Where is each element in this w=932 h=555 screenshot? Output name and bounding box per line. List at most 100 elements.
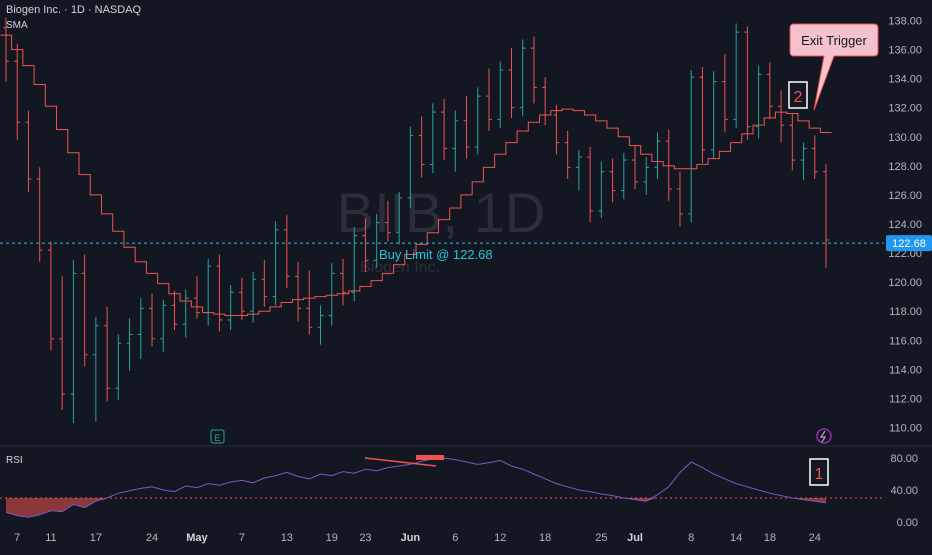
candle xyxy=(384,200,391,242)
rsi-axis[interactable]: 80.00 40.00 0.00 xyxy=(890,453,918,529)
candle xyxy=(553,104,560,155)
price-axis[interactable]: 138.00 136.00 134.00 132.00 130.00 128.00 126.… xyxy=(888,16,922,435)
watermark-subtitle: Biogen Inc. xyxy=(360,259,440,276)
candle xyxy=(497,61,504,129)
candle xyxy=(587,146,594,223)
candle xyxy=(216,254,223,332)
exit-trigger-label: Exit Trigger xyxy=(801,33,867,48)
sma-line xyxy=(0,34,832,317)
candle xyxy=(665,129,672,201)
symbol-header[interactable]: Biogen Inc. · 1D · NASDAQ xyxy=(6,4,142,16)
time-tick-label: 14 xyxy=(730,532,742,544)
candle xyxy=(59,276,66,411)
price-tick-label: 138.00 xyxy=(888,16,922,28)
candle xyxy=(104,306,111,402)
candle xyxy=(508,48,515,118)
candle xyxy=(182,289,189,338)
buy-limit-label: Buy Limit @ 122.68 xyxy=(379,247,493,262)
price-tick-label: 132.00 xyxy=(888,103,922,115)
time-tick-label: 7 xyxy=(239,532,245,544)
time-tick-label: 24 xyxy=(146,532,158,544)
candle xyxy=(744,26,751,140)
candle xyxy=(339,258,346,306)
time-tick-label: 11 xyxy=(45,532,56,544)
candle xyxy=(643,157,650,195)
candle xyxy=(519,39,526,117)
marker-2: 2 xyxy=(788,81,808,109)
candle xyxy=(407,126,414,209)
price-tick-label: 124.00 xyxy=(888,219,922,231)
time-tick-label: 6 xyxy=(452,532,458,544)
watermark-title: BIIB, 1D xyxy=(337,181,546,244)
candle xyxy=(295,261,302,322)
candle xyxy=(193,276,200,319)
candle xyxy=(811,135,818,179)
candle xyxy=(676,171,683,227)
candle xyxy=(542,77,549,126)
candle xyxy=(396,192,403,245)
time-tick-label: 13 xyxy=(281,532,293,544)
time-tick-label: 23 xyxy=(359,532,371,544)
candle xyxy=(486,68,493,131)
candle xyxy=(721,53,728,133)
candle xyxy=(272,221,279,306)
candle xyxy=(429,103,436,174)
candle xyxy=(654,132,661,179)
earnings-badge[interactable]: E xyxy=(210,429,225,444)
candle xyxy=(620,152,627,200)
price-tick-label: 120.00 xyxy=(888,277,922,289)
candle xyxy=(261,260,268,307)
candle xyxy=(609,158,616,203)
candle xyxy=(699,67,706,163)
exit-trigger-callout[interactable]: Exit Trigger xyxy=(789,23,879,111)
candle xyxy=(474,87,481,155)
price-tick-label: 128.00 xyxy=(888,161,922,173)
candle xyxy=(205,258,212,326)
candle xyxy=(171,290,178,331)
candle xyxy=(283,215,290,288)
candle xyxy=(575,149,582,191)
time-axis[interactable]: 7 11 17 24 May 7 13 19 23 Jun 6 12 18 25 Jul 8 14 18 24 xyxy=(14,532,821,544)
candle xyxy=(14,43,21,140)
time-tick-label: 25 xyxy=(595,532,607,544)
candle xyxy=(250,271,257,323)
price-tag: 122.68 xyxy=(892,238,926,250)
candle xyxy=(564,130,571,179)
candle xyxy=(530,36,537,104)
earnings-badge-label: E xyxy=(214,433,220,443)
candles xyxy=(3,17,829,424)
candle xyxy=(115,334,122,400)
rsi-pane xyxy=(0,455,884,518)
candle xyxy=(778,90,785,143)
candle xyxy=(149,293,156,347)
candle xyxy=(766,62,773,120)
time-tick-label: Jun xyxy=(401,532,421,544)
candle xyxy=(733,23,740,129)
candle xyxy=(463,96,470,159)
time-tick-label: 17 xyxy=(90,532,102,544)
candle xyxy=(238,277,245,320)
time-tick-label: 8 xyxy=(688,532,694,544)
rsi-tick-label: 80.00 xyxy=(890,453,918,465)
candle xyxy=(710,71,717,159)
price-tick-label: 118.00 xyxy=(889,306,922,318)
candle xyxy=(789,113,796,171)
price-tick-label: 112.00 xyxy=(889,393,922,405)
price-tick-label: 134.00 xyxy=(888,74,922,86)
indicator-label[interactable]: SMA xyxy=(6,20,28,31)
candle xyxy=(800,142,807,181)
candle xyxy=(755,65,762,139)
rsi-oversold-fill xyxy=(6,498,826,518)
rsi-label: RSI xyxy=(6,455,23,466)
price-tick-label: 126.00 xyxy=(888,190,922,202)
time-tick-label: 19 xyxy=(326,532,338,544)
rsi-overbought-marker xyxy=(416,455,444,460)
candle xyxy=(70,260,77,424)
time-tick-label: 18 xyxy=(764,532,776,544)
candle xyxy=(823,164,829,268)
dividend-icon[interactable] xyxy=(816,428,832,444)
candle xyxy=(351,226,358,302)
candle xyxy=(3,17,9,82)
